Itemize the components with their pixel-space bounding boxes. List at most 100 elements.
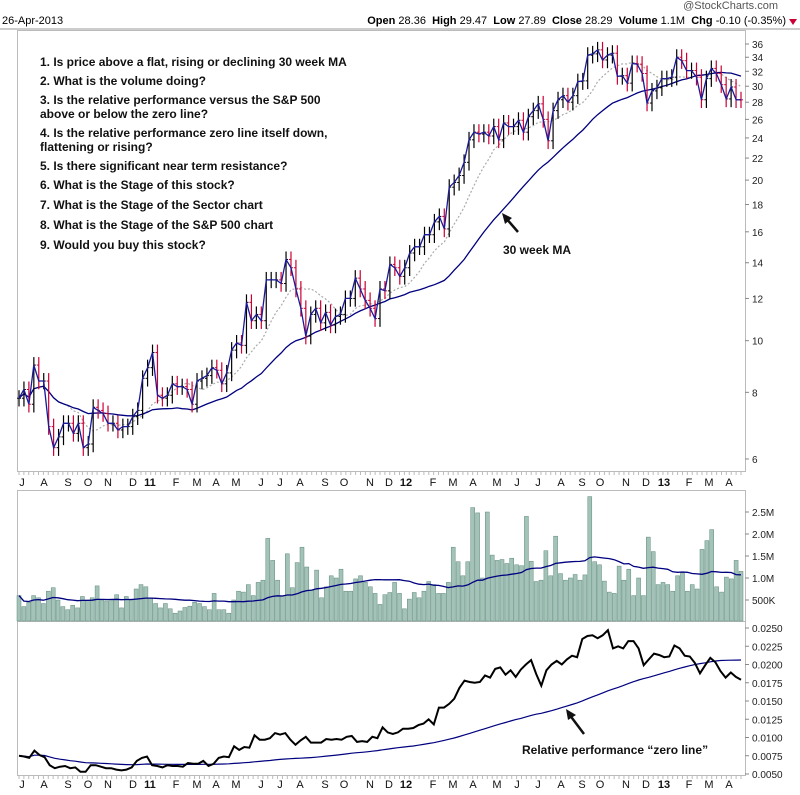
- question-2: 2. What is the volume doing?: [40, 74, 207, 88]
- volume-bar: [470, 507, 475, 622]
- volume-bar: [558, 573, 563, 622]
- volume-bar: [70, 605, 75, 622]
- price-tick-label: 30: [752, 82, 764, 93]
- volume-bar: [187, 605, 193, 622]
- rs-month-label: J: [19, 779, 25, 791]
- price-month-label: S: [321, 477, 328, 489]
- volume-bar: [270, 560, 275, 622]
- price-tick-label: 36: [752, 40, 764, 51]
- price-month-label: N: [622, 477, 630, 489]
- volume-bar: [724, 576, 729, 622]
- rs-month-label: O: [596, 779, 605, 791]
- volume-bar: [182, 607, 188, 622]
- volume-bar: [55, 599, 61, 622]
- rs-tick-label: 0.0250: [752, 624, 783, 635]
- volume-bar: [236, 590, 241, 622]
- volume-bar: [670, 590, 675, 622]
- price-month-label: A: [40, 477, 48, 489]
- question-3-cont: above or below the zero line?: [40, 107, 209, 121]
- price-month-label: A: [296, 477, 304, 489]
- price-month-label: J: [514, 477, 520, 489]
- rs-tick-label: 0.0200: [752, 661, 783, 672]
- volume-bar: [592, 561, 597, 622]
- price-month-label: J: [535, 477, 541, 489]
- volume-bar: [250, 595, 256, 622]
- volume-bar: [411, 592, 417, 622]
- chg-value: -0.10 (-0.35%): [715, 15, 786, 27]
- question-1: 1. Is price above a flat, rising or decl…: [40, 55, 347, 69]
- price-month-label: N: [104, 477, 112, 489]
- volume-bar: [265, 538, 271, 622]
- volume-bar: [338, 568, 344, 622]
- volume-bar: [353, 578, 358, 622]
- volume-bar: [231, 599, 236, 622]
- volume-bar: [426, 581, 432, 622]
- volume-bar: [153, 603, 158, 622]
- rs-month-label: S: [64, 779, 71, 791]
- rs-month-label: O: [340, 779, 349, 791]
- volume-bar: [99, 599, 105, 622]
- volume-bar: [665, 584, 671, 622]
- volume-bar: [119, 607, 124, 622]
- volume-bar: [75, 607, 80, 622]
- volume-bar: [543, 550, 549, 622]
- volume-bar: [324, 586, 329, 622]
- rs-tick-label: 0.0100: [752, 734, 783, 745]
- volume-bar: [431, 584, 436, 622]
- volume-bar: [538, 579, 544, 622]
- volume-bar: [685, 590, 690, 622]
- volume-bar: [114, 594, 119, 622]
- volume-bar: [441, 593, 446, 622]
- volume-bar: [455, 561, 461, 622]
- rs-tick-label: 0.0175: [752, 679, 783, 690]
- price-tick-label: 8: [752, 388, 758, 399]
- volume-bar: [582, 574, 588, 622]
- low-label: Low: [493, 15, 516, 27]
- volume-bar: [738, 571, 744, 622]
- volume-bar: [89, 597, 95, 622]
- volume-bar: [294, 562, 300, 622]
- volume-bar: [416, 597, 422, 622]
- rs-tick-label: 0.0125: [752, 715, 783, 726]
- volume-bar: [275, 579, 280, 622]
- question-6: 6. What is the Stage of this stock?: [40, 178, 235, 192]
- volume-tick-label: 2.0M: [752, 530, 774, 541]
- volume-bar: [714, 586, 719, 622]
- volume-bar: [109, 598, 114, 622]
- down-triangle-icon: [789, 19, 797, 25]
- volume-bar: [421, 590, 427, 622]
- volume-bar: [611, 593, 617, 622]
- high-value: 29.47: [459, 15, 488, 27]
- price-tick-label: 32: [752, 67, 764, 78]
- rs-month-label: D: [385, 779, 393, 791]
- volume-bar: [94, 585, 100, 622]
- volume-bar: [533, 581, 539, 622]
- volume-bar: [143, 586, 149, 622]
- volume-bar: [489, 554, 495, 622]
- volume-bar: [704, 540, 710, 622]
- volume-bar: [563, 579, 568, 622]
- volume-ma-line: [18, 556, 742, 603]
- volume-bar: [402, 608, 407, 622]
- volume-bar: [572, 574, 578, 622]
- volume-bar: [436, 593, 441, 622]
- rs-month-label: A: [557, 779, 565, 791]
- question-5: 5. Is there significant near term resist…: [40, 159, 288, 173]
- volume-bar: [128, 599, 134, 622]
- quote-summary: Open 28.36 High 29.47 Low 27.89 Close 28…: [367, 15, 786, 27]
- chg-label: Chg: [691, 15, 713, 27]
- volume-bar: [548, 575, 554, 622]
- volume-bar: [36, 597, 41, 622]
- price-series: [17, 41, 743, 456]
- volume-bar: [172, 612, 178, 622]
- rs-month-label: F: [173, 779, 180, 791]
- close-line: [18, 48, 742, 450]
- price-month-label: S: [578, 477, 585, 489]
- volume-bar: [382, 594, 388, 622]
- volume-bar: [626, 568, 632, 622]
- price-tick-label: 22: [752, 154, 764, 165]
- rs-month-label: A: [40, 779, 48, 791]
- rs-month-label: D: [642, 779, 650, 791]
- price-tick-label: 26: [752, 115, 764, 126]
- volume-bar: [60, 606, 66, 622]
